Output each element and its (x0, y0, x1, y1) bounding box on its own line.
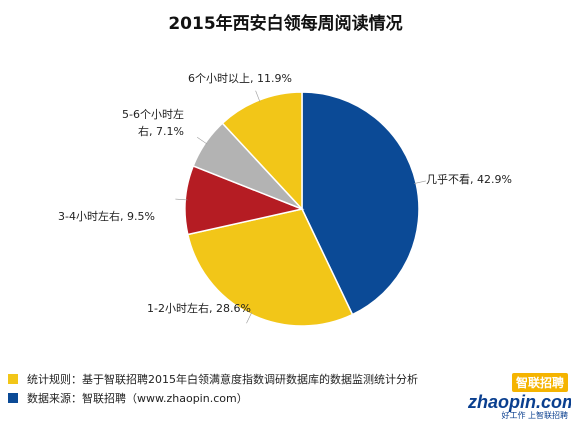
note-rule: 统计规则：基于智联招聘2015年白领满意度指数调研数据库的数据监测统计分析 (8, 369, 418, 388)
slice-label-1-2-hours: 1-2小时左右, 28.6% (147, 302, 251, 315)
slice-5-6-hours-leader (197, 137, 208, 145)
note-source-text: 数据来源：智联招聘（www.zhaopin.com） (27, 391, 248, 405)
logo-domain: zhaopin.com (468, 392, 571, 412)
notes: 统计规则：基于智联招聘2015年白领满意度指数调研数据库的数据监测统计分析 数据… (8, 369, 418, 407)
slice-label-5-6-hours: 5-6个小时左 右, 7.1% (112, 106, 184, 140)
logo-slogan: 好工作 上智联招聘 (501, 411, 568, 420)
note-rule-text: 统计规则：基于智联招聘2015年白领满意度指数调研数据库的数据监测统计分析 (27, 372, 418, 386)
slice-3-4-hours-leader (175, 198, 188, 201)
slice-almost-never-leader (414, 180, 426, 184)
slice-6-plus-hours-leader (255, 90, 261, 103)
note-rule-swatch (8, 373, 18, 384)
slice-1-2-hours-leader (246, 312, 253, 324)
slice-label-almost-never: 几乎不看, 42.9% (426, 173, 512, 186)
pie-slices (184, 91, 420, 327)
note-source-swatch (8, 392, 18, 403)
logo-brand-name: 智联招聘 (511, 373, 568, 392)
slice-label-6-plus-hours: 6个小时以上, 11.9% (188, 72, 292, 85)
slice-label-5-6-hours-line1: 5-6个小时左 (122, 108, 184, 121)
slice-label-5-6-hours-line2: 右, 7.1% (138, 125, 184, 138)
note-source: 数据来源：智联招聘（www.zhaopin.com） (8, 388, 418, 407)
leader-lines (175, 90, 426, 324)
chart-title: 2015年西安白领每周阅读情况 (168, 14, 403, 34)
zhaopin-logo: 智联招聘 zhaopin.com 好工作 上智联招聘 (468, 372, 571, 420)
slice-label-3-4-hours: 3-4小时左右, 9.5% (58, 210, 155, 223)
